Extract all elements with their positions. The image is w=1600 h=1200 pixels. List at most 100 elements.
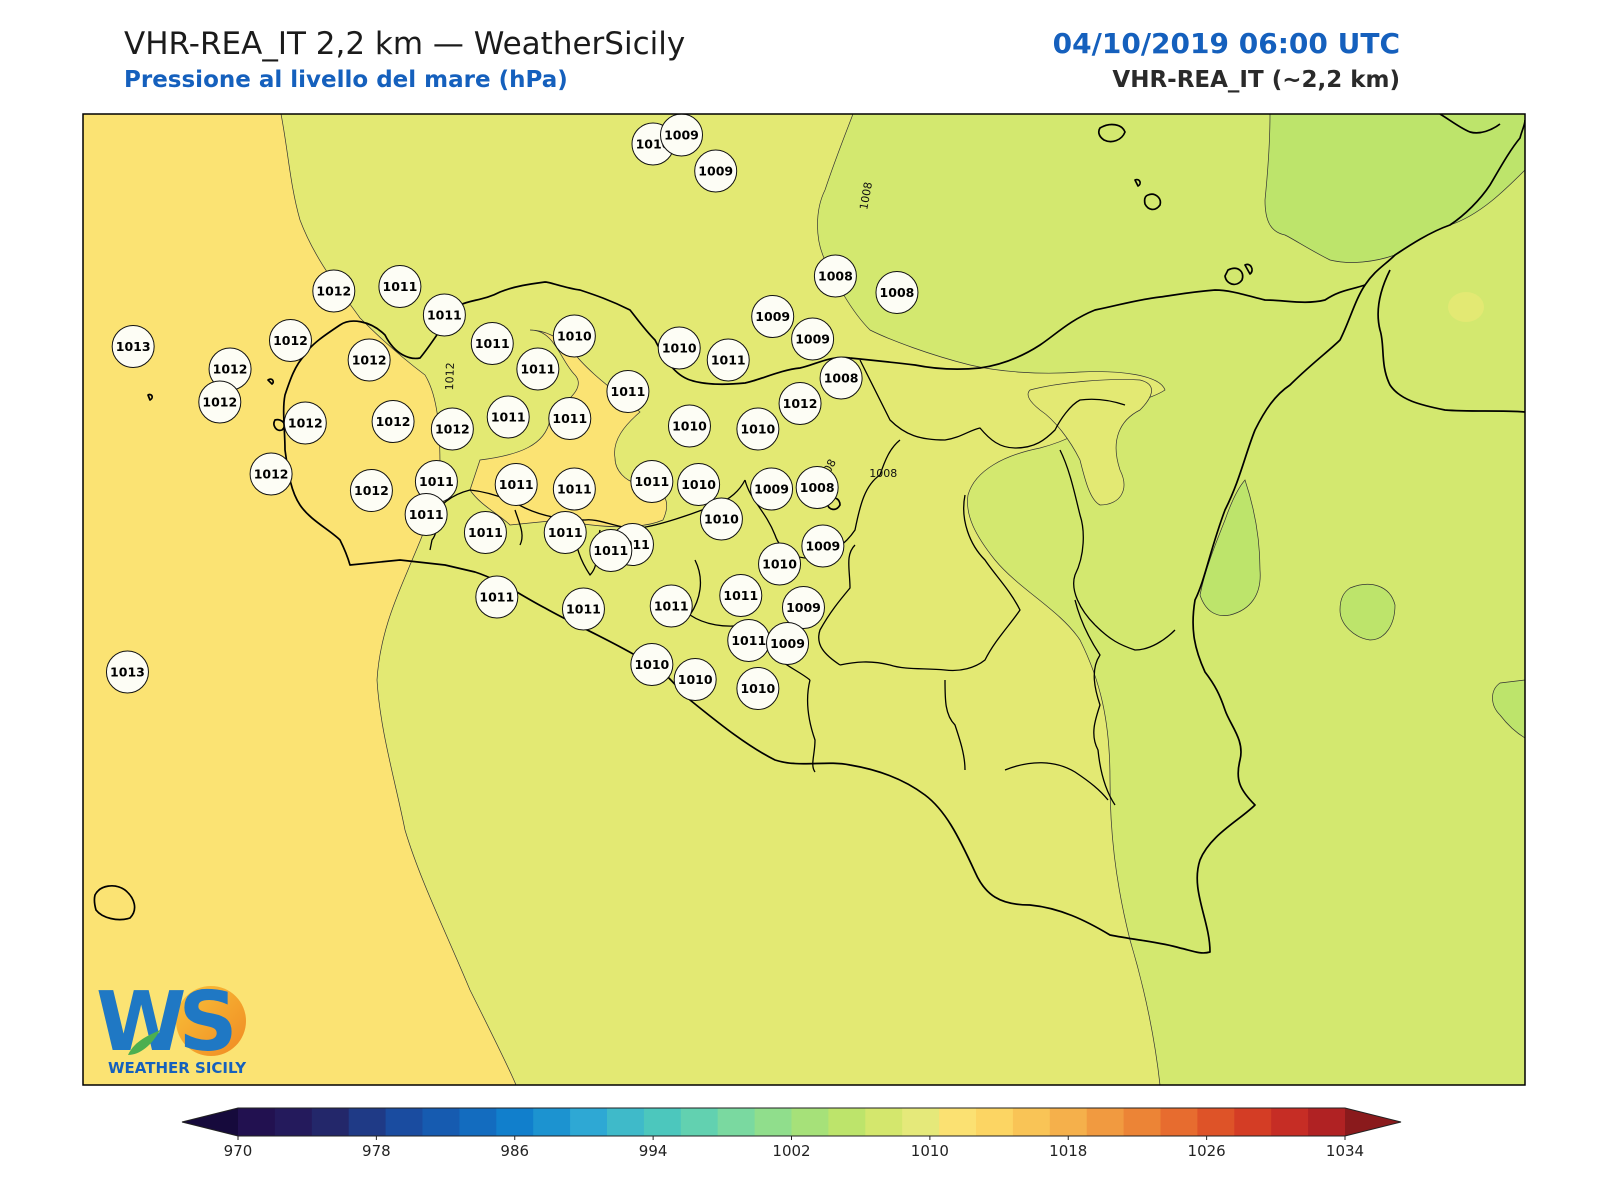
station-value: 1011 bbox=[634, 474, 669, 489]
station-value: 1010 bbox=[681, 477, 716, 492]
station-marker: 1012 bbox=[347, 338, 391, 382]
station-value: 1011 bbox=[557, 482, 592, 497]
station-marker: 1010 bbox=[673, 658, 717, 701]
station-marker: 1008 bbox=[813, 254, 857, 298]
station-value: 1009 bbox=[795, 332, 830, 347]
model-label: VHR-REA_IT (~2,2 km) bbox=[1112, 67, 1400, 93]
station-value: 1012 bbox=[273, 333, 308, 348]
station-value: 1010 bbox=[662, 341, 697, 356]
colorbar-tick-label: 1002 bbox=[772, 1142, 810, 1160]
station-marker: 1010 bbox=[630, 643, 674, 686]
station-marker: 1009 bbox=[694, 149, 738, 193]
colorbar-segment bbox=[570, 1108, 608, 1136]
colorbar-segment bbox=[607, 1108, 645, 1136]
station-value: 1010 bbox=[740, 681, 775, 696]
station-marker: 1011 bbox=[561, 587, 605, 631]
station-value: 1011 bbox=[552, 411, 587, 426]
station-circle bbox=[630, 643, 674, 686]
colorbar-tick-label: 1034 bbox=[1326, 1142, 1364, 1160]
station-marker: 1011 bbox=[552, 467, 596, 511]
colorbar-segment bbox=[680, 1108, 719, 1136]
map-field: 1012 1008 1008 1008 1010 1009 1009 1012 1011 101… bbox=[83, 114, 1525, 1085]
station-marker: 1011 bbox=[404, 493, 448, 536]
station-circle bbox=[371, 400, 415, 443]
station-marker: 1012 bbox=[349, 469, 393, 512]
contour-label: 1008 bbox=[857, 181, 875, 211]
station-value: 1011 bbox=[383, 279, 418, 294]
station-circle bbox=[657, 326, 701, 370]
colorbar-segment bbox=[1160, 1108, 1198, 1136]
weather-sicily-logo: WS WEATHER SICILY bbox=[96, 975, 247, 1077]
station-circle bbox=[475, 575, 519, 619]
station-circle bbox=[778, 382, 822, 425]
station-marker: 1010 bbox=[552, 314, 596, 358]
station-value: 1011 bbox=[654, 599, 689, 614]
station-value: 1012 bbox=[352, 353, 387, 368]
station-circle bbox=[561, 587, 605, 631]
station-marker: 1011 bbox=[649, 584, 693, 628]
colorbar-tick-label: 970 bbox=[224, 1142, 253, 1160]
station-value: 1012 bbox=[254, 467, 289, 482]
station-circle bbox=[766, 622, 810, 665]
station-circle bbox=[694, 149, 738, 193]
colorbar-segment bbox=[1308, 1108, 1346, 1136]
station-marker: 1009 bbox=[791, 317, 835, 361]
station-marker: 1009 bbox=[750, 467, 794, 511]
station-value: 1010 bbox=[634, 657, 669, 672]
station-circle bbox=[758, 542, 802, 586]
station-circle bbox=[677, 463, 721, 506]
colorbar-segment bbox=[865, 1108, 903, 1136]
station-circle bbox=[552, 314, 596, 358]
colorbar-segment bbox=[274, 1108, 313, 1136]
colorbar-tick-label: 1010 bbox=[911, 1142, 949, 1160]
map-frame bbox=[82, 113, 1526, 1086]
station-circle bbox=[606, 370, 650, 413]
station-value: 1008 bbox=[818, 269, 853, 284]
colorbar-segment bbox=[791, 1108, 829, 1136]
station-circle bbox=[494, 463, 538, 506]
station-value: 1009 bbox=[770, 636, 805, 651]
station-marker: 1012 bbox=[208, 347, 252, 391]
colorbar-segment bbox=[717, 1108, 756, 1136]
colorbar-segment bbox=[238, 1108, 276, 1136]
station-value: 1011 bbox=[723, 588, 758, 603]
station-value: 1012 bbox=[376, 414, 411, 429]
station-circle bbox=[378, 265, 422, 308]
station-circle bbox=[751, 295, 795, 338]
station-value: 1011 bbox=[499, 477, 534, 492]
colorbar-segment bbox=[1049, 1108, 1088, 1136]
station-value: 1008 bbox=[800, 480, 835, 495]
station-value: 1011 bbox=[409, 507, 444, 522]
station-circle bbox=[649, 584, 693, 628]
station-marker: 1010 bbox=[736, 407, 780, 451]
map-title: VHR-REA_IT 2,2 km — WeatherSicily bbox=[124, 26, 686, 62]
station-marker: 1009 bbox=[766, 622, 810, 665]
station-marker: 1008 bbox=[795, 466, 839, 509]
station-marker: 1011 bbox=[548, 397, 592, 440]
station-circle bbox=[486, 395, 530, 439]
station-value: 1011 bbox=[475, 336, 510, 351]
colorbar-segment bbox=[902, 1108, 940, 1136]
station-circle bbox=[249, 452, 293, 496]
colorbar-segment bbox=[1012, 1108, 1051, 1136]
station-circle bbox=[875, 271, 919, 314]
station-marker: 1011 bbox=[630, 460, 674, 503]
station-value: 1012 bbox=[435, 422, 470, 437]
station-circle bbox=[543, 511, 587, 554]
colorbar-segment bbox=[311, 1108, 350, 1136]
station-circle bbox=[312, 269, 356, 313]
station-circle bbox=[422, 293, 466, 337]
logo-text: WEATHER SICILY bbox=[108, 1059, 247, 1077]
station-value: 1011 bbox=[731, 633, 766, 648]
station-marker: 1012 bbox=[312, 269, 356, 313]
colorbar-segment bbox=[754, 1108, 792, 1136]
colorbar-segment bbox=[348, 1108, 387, 1136]
colorbar-tick-label: 1018 bbox=[1049, 1142, 1087, 1160]
station-value: 1010 bbox=[678, 672, 713, 687]
station-marker: 1012 bbox=[430, 407, 474, 451]
station-circle bbox=[268, 319, 312, 362]
station-circle bbox=[750, 467, 794, 511]
station-marker: 1011 bbox=[378, 265, 422, 308]
station-circle bbox=[791, 317, 835, 361]
colorbar: 970 978 986 994 1002 1010 1018 1026 1034 bbox=[181, 1107, 1402, 1160]
